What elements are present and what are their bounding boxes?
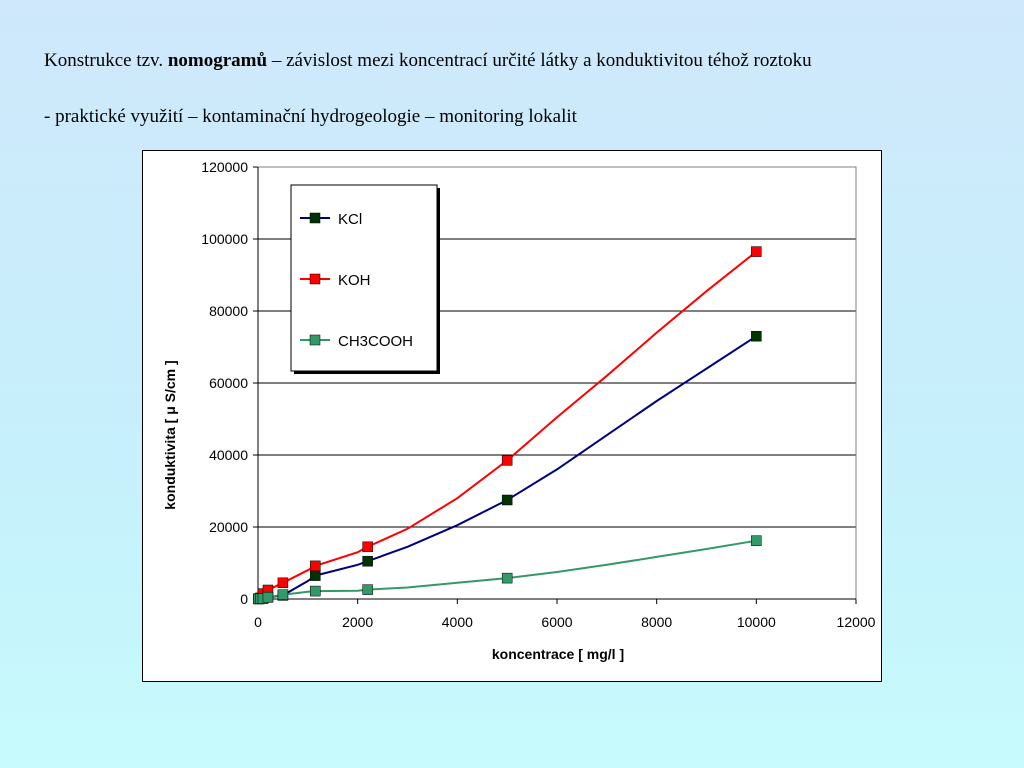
legend-label: CH3COOH	[338, 333, 413, 350]
y-tick-label: 20000	[209, 519, 248, 535]
data-point-kcl	[310, 570, 321, 581]
data-point-ch3cooh	[277, 589, 289, 600]
line-chart: 0 20000 40000 60000 80000 100000 120000 0 2000 40…	[162, 159, 876, 662]
chart-container: 0 20000 40000 60000 80000 100000 120000 0 2000 40…	[142, 150, 882, 682]
data-point-ch3cooh	[751, 535, 762, 546]
legend-marker	[309, 212, 321, 224]
data-point-ch3cooh	[310, 585, 321, 597]
y-tick-label: 40000	[209, 447, 248, 463]
x-axis-label: koncentrace [ mg/l ]	[492, 646, 624, 662]
chart-axes: 0 20000 40000 60000 80000 100000 120000 0 2000 40…	[201, 159, 875, 630]
data-point-kcl	[362, 555, 373, 567]
x-tick-label: 8000	[641, 614, 672, 630]
header-line-2: - praktické využití – kontaminační hydro…	[44, 106, 577, 127]
x-tick-label: 12000	[837, 614, 876, 630]
x-tick-label: 10000	[737, 614, 776, 630]
y-tick-label: 60000	[209, 375, 248, 391]
data-point-koh	[751, 246, 762, 257]
header-line-1-prefix: Konstrukce tzv.	[44, 50, 168, 71]
series-line-ch3cooh	[258, 539, 757, 600]
data-point-koh	[501, 455, 513, 466]
header-line-1-suffix: – závislost mezi koncentrací určité látk…	[267, 50, 812, 71]
x-tick-label: 2000	[342, 614, 373, 630]
data-point-ch3cooh	[501, 572, 513, 584]
data-point-kcl	[501, 494, 513, 506]
chart-series	[253, 246, 762, 605]
y-tick-label: 0	[240, 591, 248, 607]
legend-marker	[309, 334, 321, 346]
x-tick-label: 6000	[541, 614, 572, 630]
legend-label: KCl	[338, 211, 362, 228]
data-point-kcl	[751, 330, 762, 342]
header-line-1: Konstrukce tzv. nomogramů – závislost me…	[44, 50, 812, 72]
legend-label: KOH	[338, 272, 371, 289]
y-tick-label: 100000	[201, 231, 248, 247]
y-tick-label: 80000	[209, 303, 248, 319]
header-line-1-bold: nomogramů	[167, 50, 268, 71]
data-point-koh	[310, 560, 321, 572]
data-point-ch3cooh	[362, 584, 373, 595]
chart-legend: KCl KOH CH3COOH	[290, 184, 440, 374]
y-axis-label: konduktivita [ μ S/cm ]	[162, 360, 178, 509]
data-point-koh	[362, 541, 373, 553]
data-point-ch3cooh	[262, 591, 274, 603]
x-tick-label: 0	[254, 614, 262, 630]
data-point-koh	[277, 577, 289, 589]
y-tick-label: 120000	[201, 159, 248, 175]
x-tick-label: 4000	[442, 614, 473, 630]
legend-marker	[309, 273, 321, 285]
